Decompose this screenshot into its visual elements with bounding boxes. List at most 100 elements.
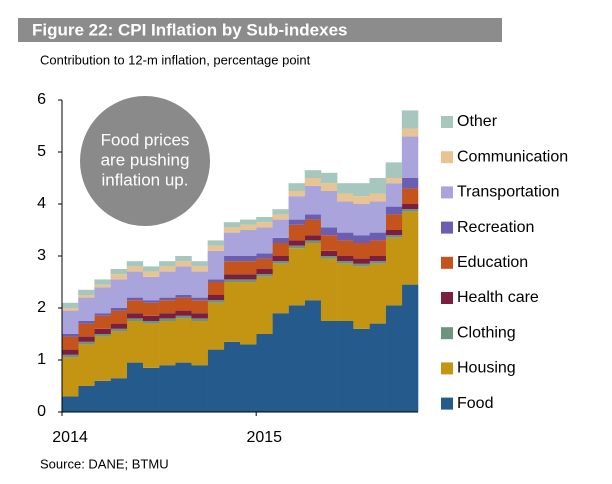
bar-segment <box>240 224 257 230</box>
bar-segment <box>78 386 95 412</box>
bar-segment <box>207 245 225 251</box>
bar-segment <box>142 271 160 277</box>
bar-segment <box>337 201 354 233</box>
bar-segment <box>126 362 144 412</box>
bar-segment <box>304 214 322 220</box>
legend-label: Food <box>457 395 493 412</box>
bar-segment <box>110 328 128 332</box>
bar-segment <box>272 219 289 238</box>
bar-segment <box>272 263 289 314</box>
legend-label: Communication <box>457 148 568 165</box>
bar-segment <box>175 256 192 262</box>
bar-segment <box>175 362 192 412</box>
source: Source: DANE; BTMU <box>40 456 169 471</box>
bar-segment <box>110 274 128 280</box>
bar-segment <box>94 336 111 381</box>
bar-segment <box>256 227 273 254</box>
legend-swatch <box>441 397 453 410</box>
bar-segment <box>320 250 338 256</box>
bar-segment <box>207 279 225 282</box>
bar-segment <box>175 266 192 295</box>
bar-segment <box>288 191 306 197</box>
bar-segment <box>337 261 354 264</box>
bar-segment <box>191 313 208 319</box>
bar-segment <box>385 183 403 207</box>
bar-segment <box>288 305 306 412</box>
bar-segment <box>240 282 257 345</box>
bar-segment <box>288 219 306 225</box>
legend-swatch <box>441 256 453 269</box>
bar-segment <box>304 170 322 178</box>
bar-segment <box>353 258 370 264</box>
bar-segment <box>272 261 289 264</box>
bar-segment <box>272 243 289 256</box>
bar-segment <box>142 300 160 303</box>
bar-segment <box>369 240 386 256</box>
bar-segment <box>272 237 289 243</box>
bar-segment <box>353 243 370 259</box>
bar-segment <box>288 240 306 246</box>
bar-segment <box>353 196 370 204</box>
bar-segment <box>126 297 144 301</box>
bar-segment <box>207 302 225 350</box>
bar-segment <box>401 284 419 412</box>
bar-segment <box>78 289 95 295</box>
bar-segment <box>337 321 354 412</box>
bar-segment <box>142 367 160 412</box>
bar-segment <box>159 300 176 314</box>
bar-segment <box>240 261 257 275</box>
bar-segment <box>320 256 338 259</box>
bar-segment <box>142 315 160 321</box>
bar-segment <box>288 183 306 191</box>
bar-segment <box>385 230 403 236</box>
legend-swatch <box>441 116 453 128</box>
bar-segment <box>369 261 386 264</box>
bar-segment <box>320 258 338 321</box>
annotation-text: Food prices <box>101 130 190 149</box>
bar-segment <box>385 178 403 184</box>
bar-segment <box>320 191 338 228</box>
bar-segment <box>191 261 208 267</box>
bar-segment <box>369 323 386 412</box>
bar-segment <box>62 336 79 350</box>
bar-segment <box>223 232 241 256</box>
bar-segment <box>288 196 306 220</box>
bar-segment <box>126 261 144 267</box>
legend-label: Health care <box>457 289 539 306</box>
bar-segment <box>175 310 192 316</box>
bar-segment <box>110 310 128 324</box>
bar-segment <box>62 334 79 337</box>
bar-segment <box>240 274 257 280</box>
bar-segment <box>304 243 322 301</box>
bar-segment <box>369 256 386 262</box>
legend-swatch <box>441 186 453 199</box>
bar-segment <box>191 266 208 272</box>
bar-segment <box>94 334 111 337</box>
bar-segment <box>385 214 403 230</box>
bar-segment <box>142 266 160 272</box>
bar-segment <box>256 269 273 275</box>
bar-segment <box>223 282 241 342</box>
bar-segment <box>256 222 273 228</box>
bar-segment <box>256 253 273 259</box>
bar-segment <box>272 209 289 215</box>
bar-segment <box>385 206 403 215</box>
bar-segment <box>288 248 306 306</box>
bar-segment <box>62 396 79 412</box>
bar-segment <box>62 308 79 311</box>
legend-label: Other <box>457 113 498 130</box>
x-tick-label: 2015 <box>246 429 282 446</box>
bar-segment <box>223 279 241 282</box>
legend-label: Transportation <box>457 184 560 201</box>
bar-segment <box>207 240 225 246</box>
bar-segment <box>256 258 273 269</box>
bar-segment <box>207 282 225 295</box>
chart-subtitle: Contribution to 12-m inflation, percenta… <box>40 52 311 67</box>
bar-segment <box>337 232 354 241</box>
bar-segment <box>320 172 338 184</box>
bar-segment <box>256 217 273 223</box>
bar-segment <box>288 245 306 249</box>
bar-segment <box>62 349 79 355</box>
bar-segment <box>94 284 111 288</box>
